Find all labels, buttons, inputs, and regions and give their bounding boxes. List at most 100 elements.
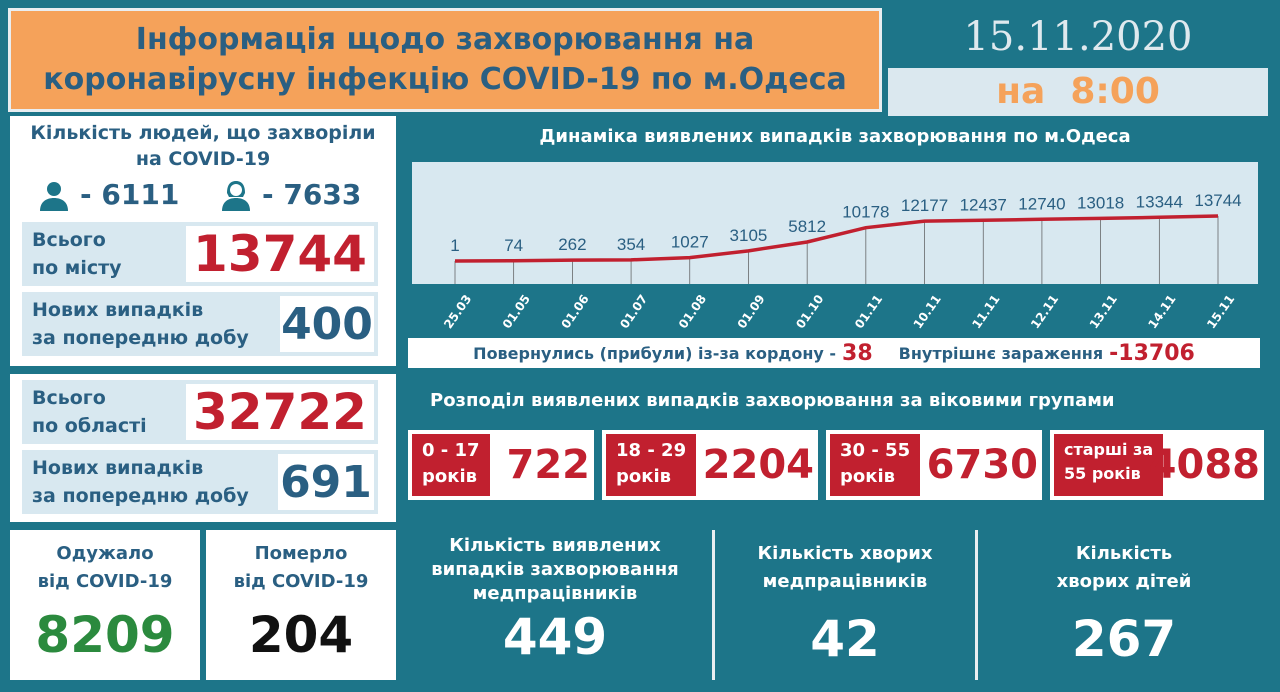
med-value: 449 xyxy=(502,608,608,666)
age-label: 0 - 17 xyxy=(422,440,480,461)
kids-box: Кількість хворих дітей 267 xyxy=(978,530,1270,680)
recovered-label: Одужало xyxy=(56,543,154,564)
abroad-value: 38 xyxy=(842,340,873,366)
female-user-icon xyxy=(222,180,250,211)
age-panel: Розподіл виявлених випадків захворювання… xyxy=(400,374,1270,522)
region-new-row: Нових випадків за попередню добу 691 xyxy=(22,450,378,514)
city-title: Кількість людей, що захворіли на COVID-1… xyxy=(30,122,376,170)
kids-value: 267 xyxy=(1071,610,1177,668)
x-tick-label: 01.06 xyxy=(558,292,591,331)
data-label: 10178 xyxy=(842,203,889,222)
recovered-value: 8209 xyxy=(35,606,175,664)
data-label: 262 xyxy=(558,235,586,254)
medsick-label-2: медпрацівників xyxy=(762,571,928,592)
died-label: Померло xyxy=(254,543,348,564)
male-value: - 6111 xyxy=(80,178,180,211)
male-count: - 6111 xyxy=(38,178,179,211)
divider xyxy=(975,530,978,680)
female-count: - 7633 xyxy=(220,178,361,211)
age-label-2: 55 років xyxy=(1064,464,1141,483)
med-label-2: випадків захворювання xyxy=(431,559,679,580)
region-total-label: Всього xyxy=(32,387,106,409)
med-label-3: медпрацівників xyxy=(472,583,638,604)
line-chart: 1 25.03 74 01.05 262 01.06 354 01.07 1027 01.08 31… xyxy=(412,162,1258,331)
data-label: 13344 xyxy=(1136,192,1183,211)
age-group-55-plus: старші за 55 років 4088 xyxy=(1050,430,1264,500)
age-label-2: років xyxy=(422,466,478,487)
data-label: 354 xyxy=(617,235,645,254)
city-total-value: 13744 xyxy=(186,225,374,283)
data-label: 3105 xyxy=(730,226,768,245)
x-tick-label: 01.09 xyxy=(735,292,768,331)
date-box: 15.11.2020 на 8:00 xyxy=(884,8,1272,116)
region-total-value: 32722 xyxy=(186,383,374,441)
died-value: 204 xyxy=(248,606,354,664)
plot-area xyxy=(412,162,1258,284)
x-tick-label: 12.11 xyxy=(1028,292,1061,331)
data-label: 12740 xyxy=(1018,194,1065,213)
x-tick-label: 10.11 xyxy=(911,292,944,331)
data-label: 13018 xyxy=(1077,193,1124,212)
x-tick-label: 01.07 xyxy=(617,292,650,331)
age-label-2: років xyxy=(616,466,672,487)
city-new-label: Нових випадків xyxy=(32,299,204,321)
chart-panel: Динаміка виявлених випадків захворювання… xyxy=(400,116,1270,368)
med-label: Кількість виявлених xyxy=(449,535,661,556)
time-value: 8:00 xyxy=(1070,71,1160,112)
died-label-2: від COVID-19 xyxy=(233,571,369,592)
age-group-18-29: 18 - 29 років 2204 xyxy=(602,430,818,500)
city-new-label-2: за попередню добу xyxy=(32,327,249,349)
age-title: Розподіл виявлених випадків захворювання… xyxy=(430,390,1115,411)
region-new-label-2: за попередню добу xyxy=(32,485,249,507)
kids-label: Кількість xyxy=(1075,543,1173,564)
x-tick-label: 01.08 xyxy=(676,292,709,331)
medsick-label: Кількість хворих xyxy=(757,543,933,564)
age-value: 722 xyxy=(506,442,591,488)
city-new-row: Нових випадків за попередню добу 400 xyxy=(22,292,378,356)
x-tick-label: 15.11 xyxy=(1204,292,1237,331)
header-title: Інформація щодо захворювання на коронаві… xyxy=(8,8,882,112)
med-sick-box: Кількість хворих медпрацівників 42 xyxy=(715,530,975,680)
age-label: 18 - 29 xyxy=(616,440,687,461)
region-new-label: Нових випадків xyxy=(32,457,204,479)
x-tick-label: 01.11 xyxy=(852,292,885,331)
divider xyxy=(712,530,715,680)
region-panel: Всього по області 32722 Нових випадків за … xyxy=(10,374,396,522)
x-tick-label: 14.11 xyxy=(1145,292,1178,331)
chart-title: Динаміка виявлених випадків захворювання… xyxy=(539,126,1131,147)
age-label: 30 - 55 xyxy=(840,440,911,461)
data-label: 1027 xyxy=(671,233,709,252)
x-tick-label: 11.11 xyxy=(969,292,1002,331)
origin-bar: Повернулись (прибули) із-за кордону - 38… xyxy=(408,338,1260,368)
data-label: 5812 xyxy=(788,217,826,236)
died-box: Померло від COVID-19 204 xyxy=(206,530,396,680)
internal-label: Внутрішнє зараження xyxy=(898,343,1104,363)
age-value: 4088 xyxy=(1148,442,1260,488)
title-line-1: Інформація щодо захворювання на xyxy=(135,22,755,57)
city-new-value: 400 xyxy=(280,296,374,352)
time-prefix: на xyxy=(996,71,1046,112)
x-tick-label: 25.03 xyxy=(441,292,474,331)
data-label: 13744 xyxy=(1194,191,1241,210)
recovered-box: Одужало від COVID-19 8209 xyxy=(10,530,200,680)
city-total-label: Всього xyxy=(32,229,106,251)
data-label: 12177 xyxy=(901,196,948,215)
data-label: 74 xyxy=(504,236,523,255)
region-new-value: 691 xyxy=(278,454,374,510)
medsick-value: 42 xyxy=(810,610,880,668)
female-value: - 7633 xyxy=(262,178,362,211)
x-tick-label: 01.10 xyxy=(793,292,826,331)
date: 15.11.2020 xyxy=(963,14,1193,60)
data-label: 12437 xyxy=(960,195,1007,214)
region-total-label-2: по області xyxy=(32,415,147,437)
med-cases-box: Кількість виявлених випадків захворювання… xyxy=(400,530,710,680)
data-label: 1 xyxy=(450,236,459,255)
time: на 8:00 xyxy=(888,68,1268,116)
age-label-2: років xyxy=(840,466,896,487)
region-total-row: Всього по області 32722 xyxy=(22,380,378,444)
series-line xyxy=(454,214,1219,263)
age-group-0-17: 0 - 17 років 722 xyxy=(408,430,594,500)
x-tick-label: 01.05 xyxy=(500,292,533,331)
kids-label-2: хворих дітей xyxy=(1056,571,1192,592)
internal-value: -13706 xyxy=(1109,340,1195,366)
